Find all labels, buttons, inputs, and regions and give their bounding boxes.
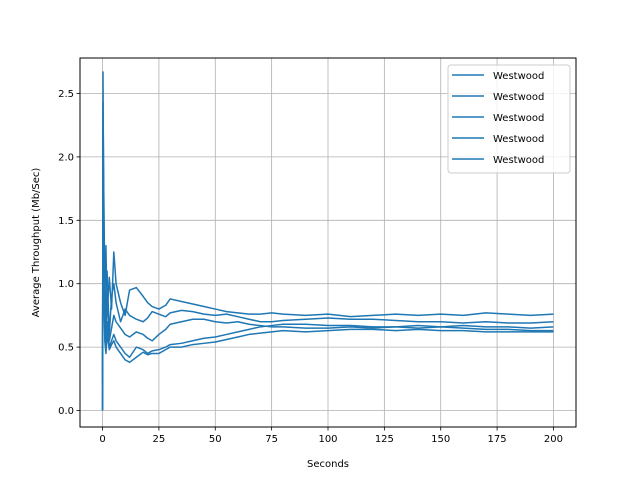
series-line-5: [101, 206, 554, 386]
y-tick-label: 2.5: [58, 89, 74, 100]
y-tick-label: 1.5: [58, 216, 74, 227]
x-tick-label: 150: [431, 434, 450, 445]
y-tick-label: 2.0: [58, 152, 74, 163]
x-tick-label: 200: [544, 434, 563, 445]
legend-label-2: Westwood: [493, 92, 544, 103]
ticks: 0 25 50 75 100 125 150 175 200 0.0 0.5 1.0 1.5 2.0 2.5: [58, 89, 563, 445]
x-tick-label: 125: [375, 434, 394, 445]
series-line-2: [101, 101, 554, 411]
y-tick-label: 0.0: [58, 406, 74, 417]
x-axis-label: Seconds: [307, 459, 349, 470]
series-line-4: [101, 168, 554, 373]
y-tick-label: 1.0: [58, 279, 74, 290]
legend-label-3: Westwood: [493, 113, 544, 124]
y-axis-label: Average Throughput (Mb/Sec): [31, 168, 42, 318]
y-tick-label: 0.5: [58, 343, 74, 354]
x-tick-label: 50: [209, 434, 222, 445]
legend-label-4: Westwood: [493, 134, 544, 145]
x-tick-label: 0: [99, 434, 105, 445]
x-tick-label: 75: [265, 434, 278, 445]
series-lines: [101, 71, 554, 411]
x-tick-label: 100: [318, 434, 337, 445]
legend-box: [447, 64, 571, 174]
x-tick-label: 25: [153, 434, 166, 445]
x-tick-label: 175: [488, 434, 507, 445]
legend-label-5: Westwood: [493, 155, 544, 166]
legend-label-1: Westwood: [493, 71, 544, 82]
legend: Westwood Westwood Westwood Westwood Westwood: [447, 64, 571, 174]
